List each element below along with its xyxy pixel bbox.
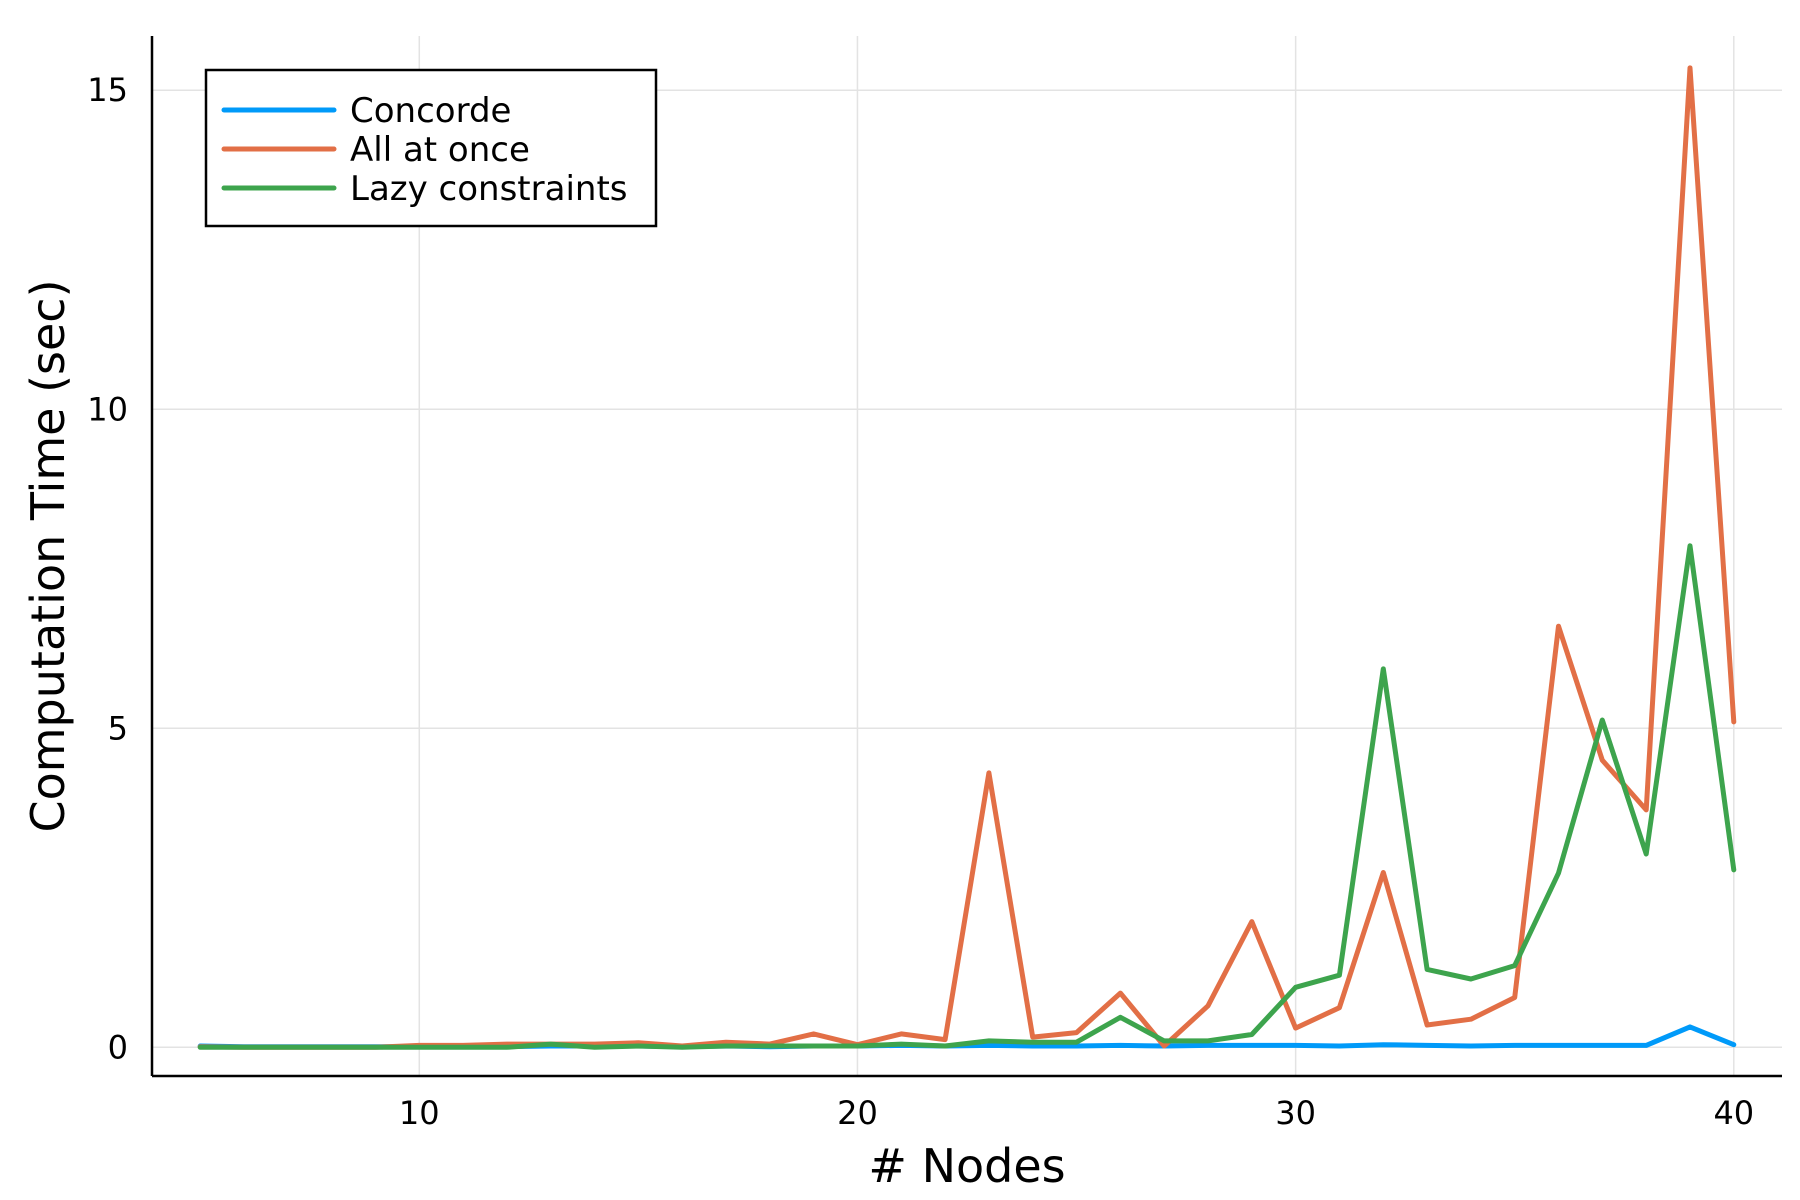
legend-label-2: Lazy constraints: [350, 169, 628, 209]
x-tick-label: 20: [837, 1094, 878, 1132]
legend-label-1: All at once: [350, 130, 530, 170]
x-tick-label: 30: [1275, 1094, 1316, 1132]
axes: [150, 36, 1782, 1078]
legend-label-0: Concorde: [350, 91, 511, 131]
y-axis-title: Computation Time (sec): [21, 279, 75, 832]
x-axis-title: # Nodes: [868, 1139, 1065, 1193]
tick-labels: 10 20 30 40 0 5 10 15: [87, 71, 1754, 1132]
y-tick-label: 10: [87, 390, 128, 428]
series-lines: [197, 65, 1737, 1050]
y-tick-label: 5: [108, 709, 128, 747]
x-tick-label: 10: [399, 1094, 440, 1132]
y-tick-label: 0: [108, 1028, 128, 1066]
y-tick-label: 15: [87, 71, 128, 109]
series-line-2: [197, 543, 1737, 1050]
x-tick-label: 40: [1713, 1094, 1754, 1132]
